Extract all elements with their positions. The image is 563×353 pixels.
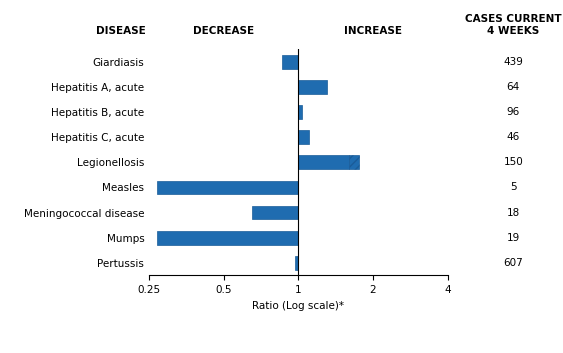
Bar	[298, 80, 327, 94]
Bar	[298, 155, 349, 169]
Text: 5: 5	[510, 183, 516, 192]
Bar	[298, 105, 302, 119]
Text: CASES CURRENT
4 WEEKS: CASES CURRENT 4 WEEKS	[465, 14, 561, 36]
Text: 46: 46	[507, 132, 520, 142]
Text: 150: 150	[503, 157, 523, 167]
Text: INCREASE: INCREASE	[344, 26, 402, 36]
Bar	[158, 181, 298, 195]
Bar	[298, 130, 309, 144]
Bar	[295, 256, 298, 270]
Bar	[282, 55, 298, 69]
Text: 19: 19	[507, 233, 520, 243]
Text: 18: 18	[507, 208, 520, 217]
Text: 607: 607	[503, 258, 523, 268]
Bar	[252, 206, 298, 220]
Text: 96: 96	[507, 107, 520, 117]
Text: 64: 64	[507, 82, 520, 92]
Bar	[349, 155, 359, 169]
Text: DISEASE: DISEASE	[96, 26, 146, 36]
Text: 439: 439	[503, 57, 523, 67]
Bar	[158, 231, 298, 245]
X-axis label: Ratio (Log scale)*: Ratio (Log scale)*	[252, 301, 345, 311]
Text: DECREASE: DECREASE	[193, 26, 254, 36]
